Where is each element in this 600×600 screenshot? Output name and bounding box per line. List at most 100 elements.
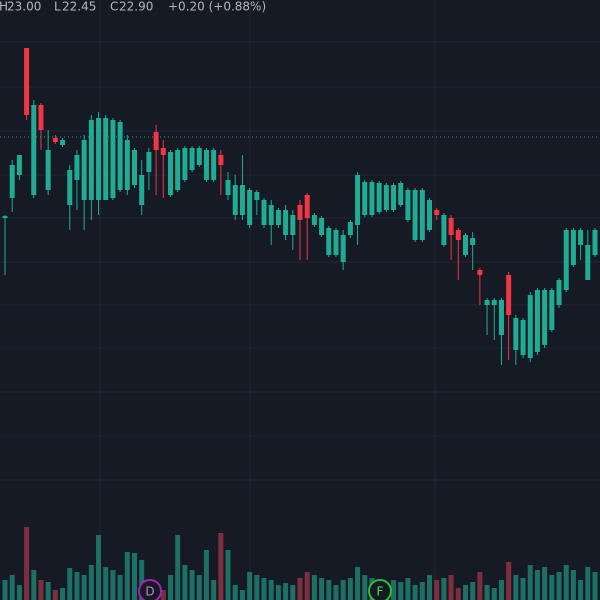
candle-body (24, 48, 30, 115)
volume-bar (477, 572, 483, 600)
candle-body (139, 175, 145, 205)
volume-bar (211, 580, 217, 600)
candle-body (419, 190, 425, 240)
volume-bar (412, 585, 418, 600)
event-label: D (145, 585, 154, 599)
volume-bar (290, 585, 296, 600)
volume-bar (405, 578, 411, 600)
volume-bar (247, 572, 253, 600)
volume-bar (24, 527, 30, 600)
volume-bar (132, 553, 138, 600)
candles (0, 48, 600, 365)
candle-body (570, 230, 576, 265)
candle-body (484, 300, 490, 305)
candle-body (297, 205, 303, 220)
candle-body (146, 152, 152, 172)
candle-body (196, 148, 202, 165)
legend-key: H (0, 0, 8, 14)
candle-body (434, 210, 440, 215)
candle-body (455, 230, 461, 240)
candle-body (304, 195, 310, 218)
volume-bar (340, 580, 346, 600)
volume-bar (513, 575, 519, 600)
candle-body (189, 148, 195, 170)
volume-bar (534, 570, 540, 600)
volume-bar (275, 585, 281, 600)
volume-bar (592, 572, 598, 600)
candle-body (88, 120, 94, 200)
volume-bar (103, 567, 109, 600)
event-label: F (377, 585, 384, 599)
candle-body (340, 235, 346, 262)
candle-body (117, 122, 123, 190)
candle-body (578, 230, 584, 245)
candle-body (283, 210, 289, 235)
candle-body (67, 170, 73, 205)
volume-bar (52, 590, 58, 600)
volume-bar (124, 552, 130, 600)
volume-bar (9, 575, 15, 600)
candle-body (376, 183, 382, 212)
candle-body (239, 185, 245, 215)
candle-body (398, 183, 404, 205)
volume-bar (189, 570, 195, 600)
candle-body (592, 230, 598, 255)
legend-change: +0.20 (+0.88%) (168, 0, 266, 14)
candle-body (391, 185, 397, 210)
candle-body (542, 290, 548, 345)
candle-body (513, 318, 519, 350)
candle-body (347, 222, 353, 235)
candle-body (103, 118, 109, 200)
candle-body (498, 300, 504, 335)
legend-value: 23.00 (7, 0, 41, 14)
volume-bar (268, 580, 274, 600)
event-marker[interactable]: D (138, 579, 162, 600)
candle-body (96, 118, 102, 200)
ohlc-legend: H 23.00 L 22.45 C 22.90 +0.20 (+0.88%) (0, 0, 266, 14)
candle-body (462, 235, 468, 255)
volume-bar (455, 588, 461, 600)
candle-body (491, 300, 497, 305)
volume-bar (462, 585, 468, 600)
candle-body (477, 270, 483, 275)
volume-bar (74, 572, 80, 600)
volume-bar (232, 585, 238, 600)
candle-body (448, 218, 454, 235)
candle-body (470, 238, 476, 245)
candle-body (261, 200, 267, 225)
candle-body (527, 295, 533, 358)
volume-bar (427, 575, 433, 600)
volume-bar (283, 583, 289, 600)
volume-bar (549, 575, 555, 600)
event-marker[interactable]: F (368, 579, 392, 600)
volume-bar (261, 578, 267, 600)
volume-bar (355, 567, 361, 600)
volume-bar (182, 565, 188, 600)
volume-bar (16, 585, 22, 600)
candle-body (563, 230, 569, 290)
volume-bar (297, 578, 303, 600)
event-circle (368, 579, 392, 600)
candle-body (506, 275, 512, 315)
volume-bar (578, 580, 584, 600)
volume-bar (470, 582, 476, 600)
volume-bar (304, 572, 310, 600)
volume-bar (498, 580, 504, 600)
volume-bar (110, 570, 116, 600)
candle-body (38, 105, 44, 130)
candle-body (182, 148, 188, 180)
candle-body (124, 140, 130, 190)
candle-body (132, 150, 138, 185)
volume-bar (311, 575, 317, 600)
volume-bar (60, 588, 66, 600)
volume-pane (2, 527, 598, 600)
volume-bar (484, 585, 490, 600)
candle-body (549, 290, 555, 330)
legend-value: 22.90 (119, 0, 153, 14)
volume-bar (391, 580, 397, 600)
candle-body (60, 140, 66, 145)
volume-bar (527, 565, 533, 600)
candle-body (31, 105, 37, 195)
candle-body (52, 138, 58, 142)
